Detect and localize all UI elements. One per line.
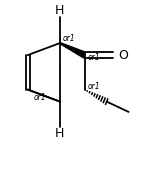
Text: or1: or1: [34, 93, 46, 102]
Text: or1: or1: [63, 34, 75, 43]
Text: H: H: [55, 4, 65, 17]
Text: H: H: [55, 127, 65, 140]
Text: O: O: [118, 49, 128, 62]
Polygon shape: [60, 43, 86, 58]
Text: or1: or1: [88, 82, 100, 92]
Text: or1: or1: [88, 53, 100, 62]
